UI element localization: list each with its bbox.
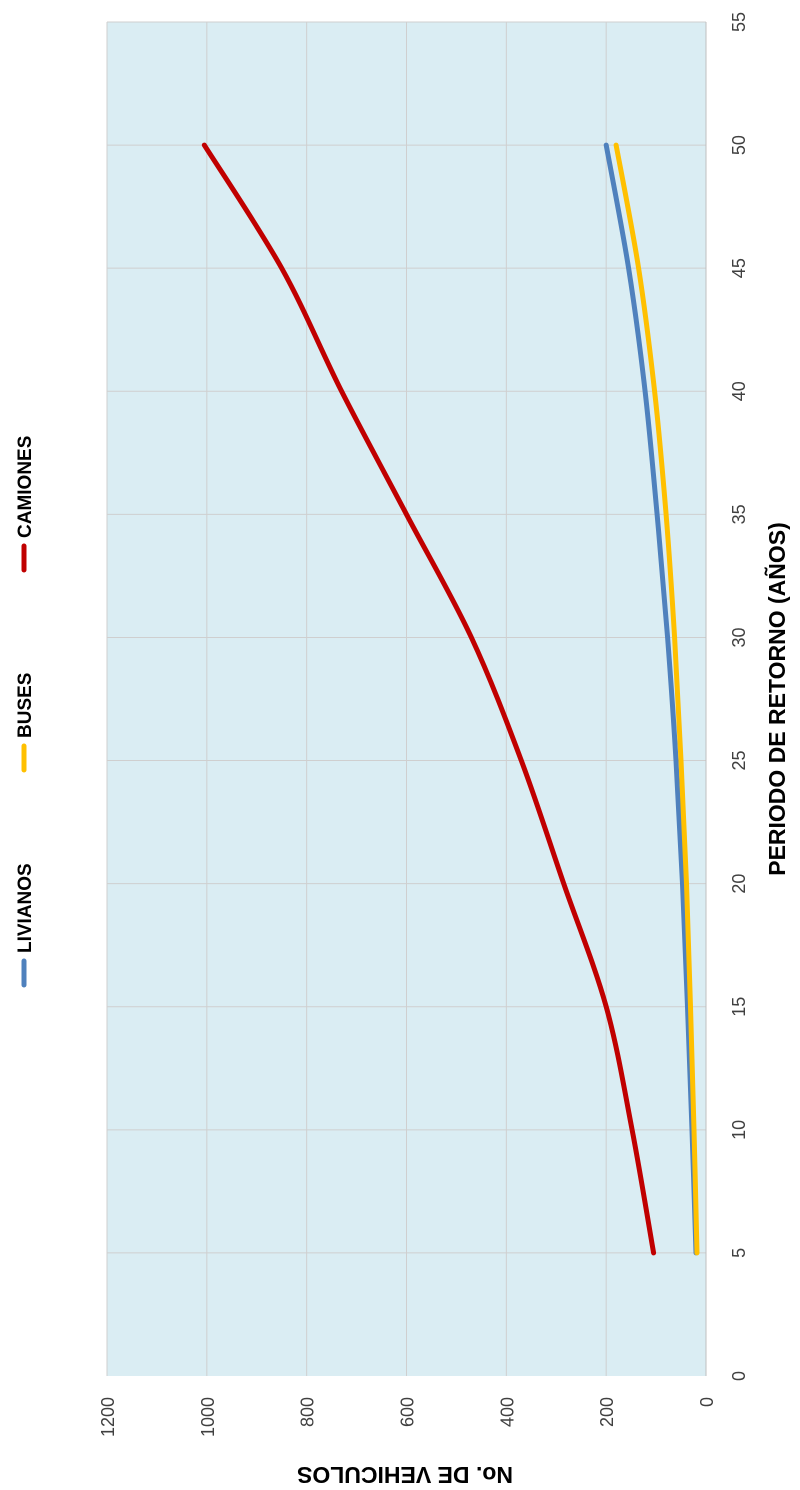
y-tick-label: 600 [398, 1397, 418, 1427]
legend-label: LIVIANOS [15, 863, 36, 953]
x-tick-label: 35 [729, 504, 749, 524]
y-tick-labels: 0 200 400 600 800 1000 1200 [98, 1397, 717, 1437]
x-tick-label: 25 [729, 751, 749, 771]
y-tick-label: 0 [697, 1397, 717, 1407]
x-tick-label: 30 [729, 627, 749, 647]
x-tick-label: 5 [729, 1248, 749, 1258]
y-axis-title: No. DE VEHICULOS [297, 1462, 513, 1488]
grid [106, 21, 707, 1376]
y-tick-label: 800 [298, 1397, 318, 1427]
x-tick-label: 40 [729, 381, 749, 401]
y-tick-label: 200 [597, 1397, 617, 1427]
y-tick-label: 1200 [98, 1397, 118, 1437]
legend: LIVIANOS BUSES CAMIONES [15, 436, 36, 988]
series-line-camiones [201, 142, 657, 1256]
x-tick-label: 0 [729, 1371, 749, 1381]
x-tick-label: 10 [729, 1120, 749, 1140]
x-tick-label: 55 [729, 12, 749, 32]
x-tick-label: 15 [729, 997, 749, 1017]
y-tick-label: 1000 [198, 1397, 218, 1437]
x-tick-label: 50 [729, 135, 749, 155]
y-tick-label: 400 [497, 1397, 517, 1427]
legend-label: BUSES [15, 673, 36, 738]
x-axis-title: PERIODO DE RETORNO (AÑOS) [763, 522, 790, 876]
series-line-buses [613, 142, 700, 1256]
legend-label: CAMIONES [15, 436, 36, 538]
x-tick-label: 20 [729, 874, 749, 894]
x-tick-label: 45 [729, 258, 749, 278]
x-tick-labels: 0 5 10 15 20 25 30 35 40 45 50 55 [729, 12, 749, 1381]
series-layer [201, 142, 700, 1256]
